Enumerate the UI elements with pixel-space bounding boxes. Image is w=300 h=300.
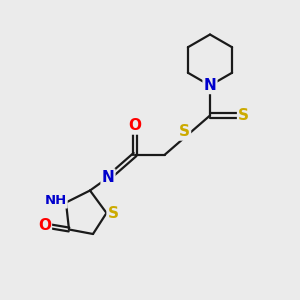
Text: O: O	[38, 218, 51, 232]
Text: N: N	[204, 78, 216, 93]
Text: S: S	[179, 124, 190, 140]
Text: S: S	[108, 206, 118, 220]
Text: O: O	[128, 118, 142, 134]
Text: NH: NH	[44, 194, 67, 208]
Text: S: S	[238, 108, 249, 123]
Text: N: N	[102, 169, 114, 184]
